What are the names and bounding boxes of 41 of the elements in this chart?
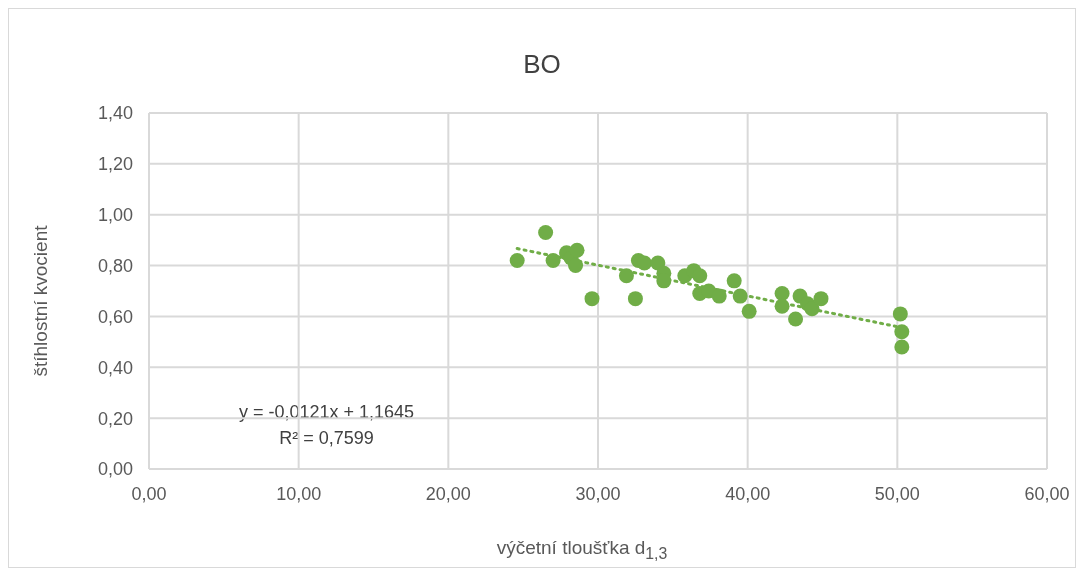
y-tick-label: 0,40: [97, 357, 133, 378]
annotation: R² = 0,7599: [278, 427, 375, 450]
y-tick-label: 0,80: [97, 255, 133, 276]
point: [892, 306, 908, 322]
point: [618, 268, 634, 284]
point: [788, 311, 804, 327]
chart-title: BO: [522, 49, 562, 80]
point: [711, 288, 727, 304]
point: [627, 291, 643, 307]
x-tick-label: 20,00: [425, 483, 471, 504]
y-axis-title: štíhlostní kvocient: [30, 225, 52, 377]
x-tick-label: 60,00: [1024, 483, 1070, 504]
point: [568, 258, 584, 274]
point: [584, 291, 600, 307]
point: [774, 286, 790, 302]
x-axis-title: výčetní tloušťka d$_{1,3}$: [495, 537, 669, 563]
point: [894, 324, 910, 340]
y-tick-label: 1,40: [97, 103, 133, 124]
point: [741, 303, 757, 319]
y-tick-label: 1,20: [97, 154, 133, 175]
point: [545, 252, 561, 268]
y-tick-label: 0,20: [97, 408, 133, 429]
point: [509, 252, 525, 268]
point: [569, 242, 585, 258]
point: [538, 225, 554, 241]
y-tick-label: 0,00: [97, 459, 133, 480]
x-tick-label: 50,00: [874, 483, 920, 504]
point: [732, 288, 748, 304]
x-tick-label: 30,00: [575, 483, 621, 504]
x-tick-label: 40,00: [725, 483, 771, 504]
point: [726, 273, 742, 289]
point: [774, 298, 790, 314]
point: [894, 339, 910, 355]
x-tick-label: 0,00: [131, 483, 167, 504]
y-tick-label: 1,00: [97, 205, 133, 226]
point: [804, 301, 820, 317]
x-tick-label: 10,00: [276, 483, 322, 504]
annotation: y = -0,0121x + 1,1645: [239, 401, 415, 424]
y-tick-label: 0,60: [97, 306, 133, 327]
point: [813, 291, 829, 307]
point: [692, 268, 708, 284]
